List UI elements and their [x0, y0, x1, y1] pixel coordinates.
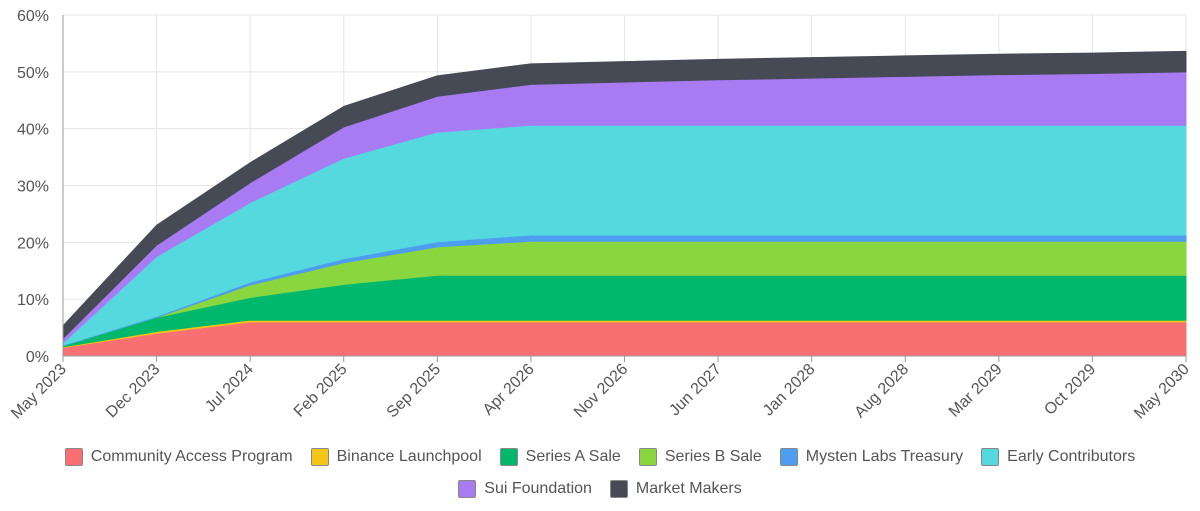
- legend-label: Binance Launchpool: [336, 448, 482, 465]
- areas: [62, 50, 1187, 357]
- legend-label: Mysten Labs Treasury: [805, 448, 964, 465]
- legend-swatch: [981, 448, 1000, 466]
- area-community-access-program: [62, 321, 1187, 357]
- y-tick-label: 0%: [26, 349, 49, 366]
- x-tick-label: Sep 2025: [384, 361, 445, 422]
- y-tick-label: 10%: [17, 292, 49, 309]
- legend-swatch: [458, 480, 477, 498]
- y-tick-label: 30%: [17, 179, 49, 196]
- legend-label: Community Access Program: [90, 448, 293, 465]
- legend-item[interactable]: Series A Sale: [499, 446, 621, 468]
- x-tick-label: Feb 2025: [291, 361, 351, 421]
- legend-item[interactable]: Sui Foundation: [458, 478, 592, 500]
- legend-label: Market Makers: [635, 480, 742, 497]
- legend-swatch: [499, 448, 518, 466]
- y-tick-label: 40%: [17, 122, 49, 139]
- x-tick-label: Apr 2026: [480, 361, 538, 419]
- legend-item[interactable]: Market Makers: [609, 478, 742, 500]
- legend-label: Series A Sale: [525, 448, 621, 465]
- legend-swatch: [64, 448, 83, 466]
- legend-swatch: [779, 448, 798, 466]
- legend-item[interactable]: Binance Launchpool: [310, 446, 482, 468]
- legend-item[interactable]: Series B Sale: [638, 446, 762, 468]
- x-tick-label: Jul 2024: [202, 361, 257, 416]
- x-tick-label: May 2023: [8, 361, 70, 423]
- chart-plot: 0% 10% 20% 30% 40% 50% 60% May 2023 Dec 2023 Jul …: [8, 8, 1193, 423]
- legend-item[interactable]: Early Contributors: [981, 446, 1135, 468]
- legend-swatch: [310, 448, 329, 466]
- area-market-makers: [62, 50, 1187, 339]
- x-tick-label: Jun 2027: [666, 361, 725, 420]
- x-tick-label: Aug 2028: [852, 361, 913, 422]
- x-tick-label: May 2030: [1131, 361, 1193, 423]
- legend-label: Series B Sale: [664, 448, 762, 465]
- legend-item[interactable]: Community Access Program: [64, 446, 293, 468]
- x-tick-label: Nov 2026: [571, 361, 632, 422]
- legend-item[interactable]: Mysten Labs Treasury: [779, 446, 964, 468]
- y-tick-label: 20%: [17, 235, 49, 252]
- x-tick-label: Oct 2029: [1041, 361, 1099, 419]
- y-tick-label: 50%: [17, 65, 49, 82]
- x-tick-label: Mar 2029: [946, 361, 1006, 421]
- chart-legend: Community Access Program Binance Launchpo…: [20, 446, 1180, 500]
- legend-swatch: [609, 480, 628, 498]
- legend-label: Sui Foundation: [484, 480, 592, 497]
- legend-label: Early Contributors: [1007, 448, 1136, 465]
- x-tick-label: Dec 2023: [103, 361, 164, 422]
- legend-swatch: [638, 448, 657, 466]
- x-tick-label: Jan 2028: [760, 361, 819, 420]
- y-tick-label: 60%: [17, 8, 49, 25]
